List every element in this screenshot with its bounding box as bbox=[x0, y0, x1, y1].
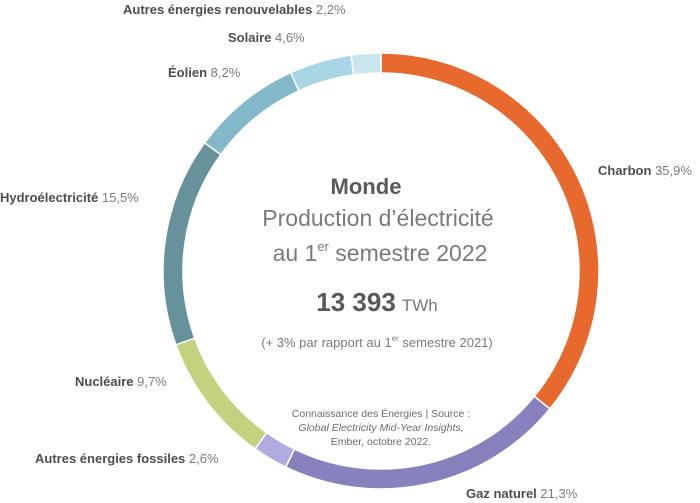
slice-label-name: Gaz naturel bbox=[466, 486, 537, 501]
center-comparison-pre: (+ 3% par rapport au 1 bbox=[261, 335, 391, 350]
slice-label: Charbon 35,9% bbox=[598, 163, 692, 178]
slice-label-value: 8,2% bbox=[207, 65, 241, 80]
donut-slice bbox=[289, 54, 355, 92]
slice-label-name: Éolien bbox=[168, 65, 207, 80]
donut-slice bbox=[350, 52, 382, 76]
slice-label-name: Hydroélectricité bbox=[0, 190, 98, 205]
slice-label: Éolien 8,2% bbox=[168, 65, 241, 80]
center-comparison: (+ 3% par rapport au 1er semestre 2021) bbox=[261, 334, 493, 350]
donut-slice bbox=[203, 71, 300, 156]
center-title-line2-pre: au 1 bbox=[273, 240, 318, 266]
slice-label-value: 2,2% bbox=[312, 2, 346, 17]
source-line3: Ember, octobre 2022. bbox=[331, 436, 431, 448]
center-comparison-sup: er bbox=[392, 334, 399, 343]
slice-label-name: Autres énergies fossiles bbox=[35, 451, 185, 466]
slice-label-value: 21,3% bbox=[537, 486, 578, 501]
slice-label-value: 15,5% bbox=[98, 190, 139, 205]
slice-label-value: 9,7% bbox=[134, 374, 168, 389]
center-region: Monde bbox=[331, 174, 402, 199]
slice-label-value: 35,9% bbox=[651, 163, 692, 178]
center-title-line1: Production d’électricité bbox=[262, 205, 493, 231]
source-line1: Connaissance des Énergies | Source : bbox=[292, 407, 470, 420]
center-title-line2-sup: er bbox=[317, 239, 329, 254]
slice-label: Gaz naturel 21,3% bbox=[466, 486, 578, 501]
donut-slices bbox=[162, 52, 600, 490]
center-title-line2: au 1er semestre 2022 bbox=[273, 239, 488, 266]
center-total-value: 13 393 bbox=[316, 287, 396, 317]
center-text: Monde Production d’électricité au 1er se… bbox=[261, 174, 493, 448]
center-comparison-post: semestre 2021) bbox=[399, 335, 493, 350]
slice-label: Autres énergies fossiles 2,6% bbox=[35, 451, 219, 466]
slice-label: Solaire 4,6% bbox=[228, 30, 305, 45]
slice-label: Hydroélectricité 15,5% bbox=[0, 190, 139, 205]
slice-label-name: Nucléaire bbox=[75, 374, 134, 389]
slice-label-name: Charbon bbox=[598, 163, 652, 178]
slice-label-value: 2,6% bbox=[185, 451, 219, 466]
center-total-unit: TWh bbox=[402, 296, 438, 315]
source-line2: Global Electricity Mid-Year Insights, bbox=[298, 422, 463, 434]
slice-label-name: Autres énergies renouvelables bbox=[123, 2, 312, 17]
donut-slice bbox=[162, 141, 222, 346]
slice-label: Nucléaire 9,7% bbox=[75, 374, 167, 389]
slice-label-name: Solaire bbox=[228, 30, 271, 45]
donut-slice bbox=[174, 337, 268, 451]
slice-label: Autres énergies renouvelables 2,2% bbox=[123, 2, 346, 17]
center-total: 13 393 TWh bbox=[316, 287, 437, 317]
center-title-line2-post: semestre 2022 bbox=[329, 240, 488, 266]
slice-label-value: 4,6% bbox=[271, 30, 305, 45]
